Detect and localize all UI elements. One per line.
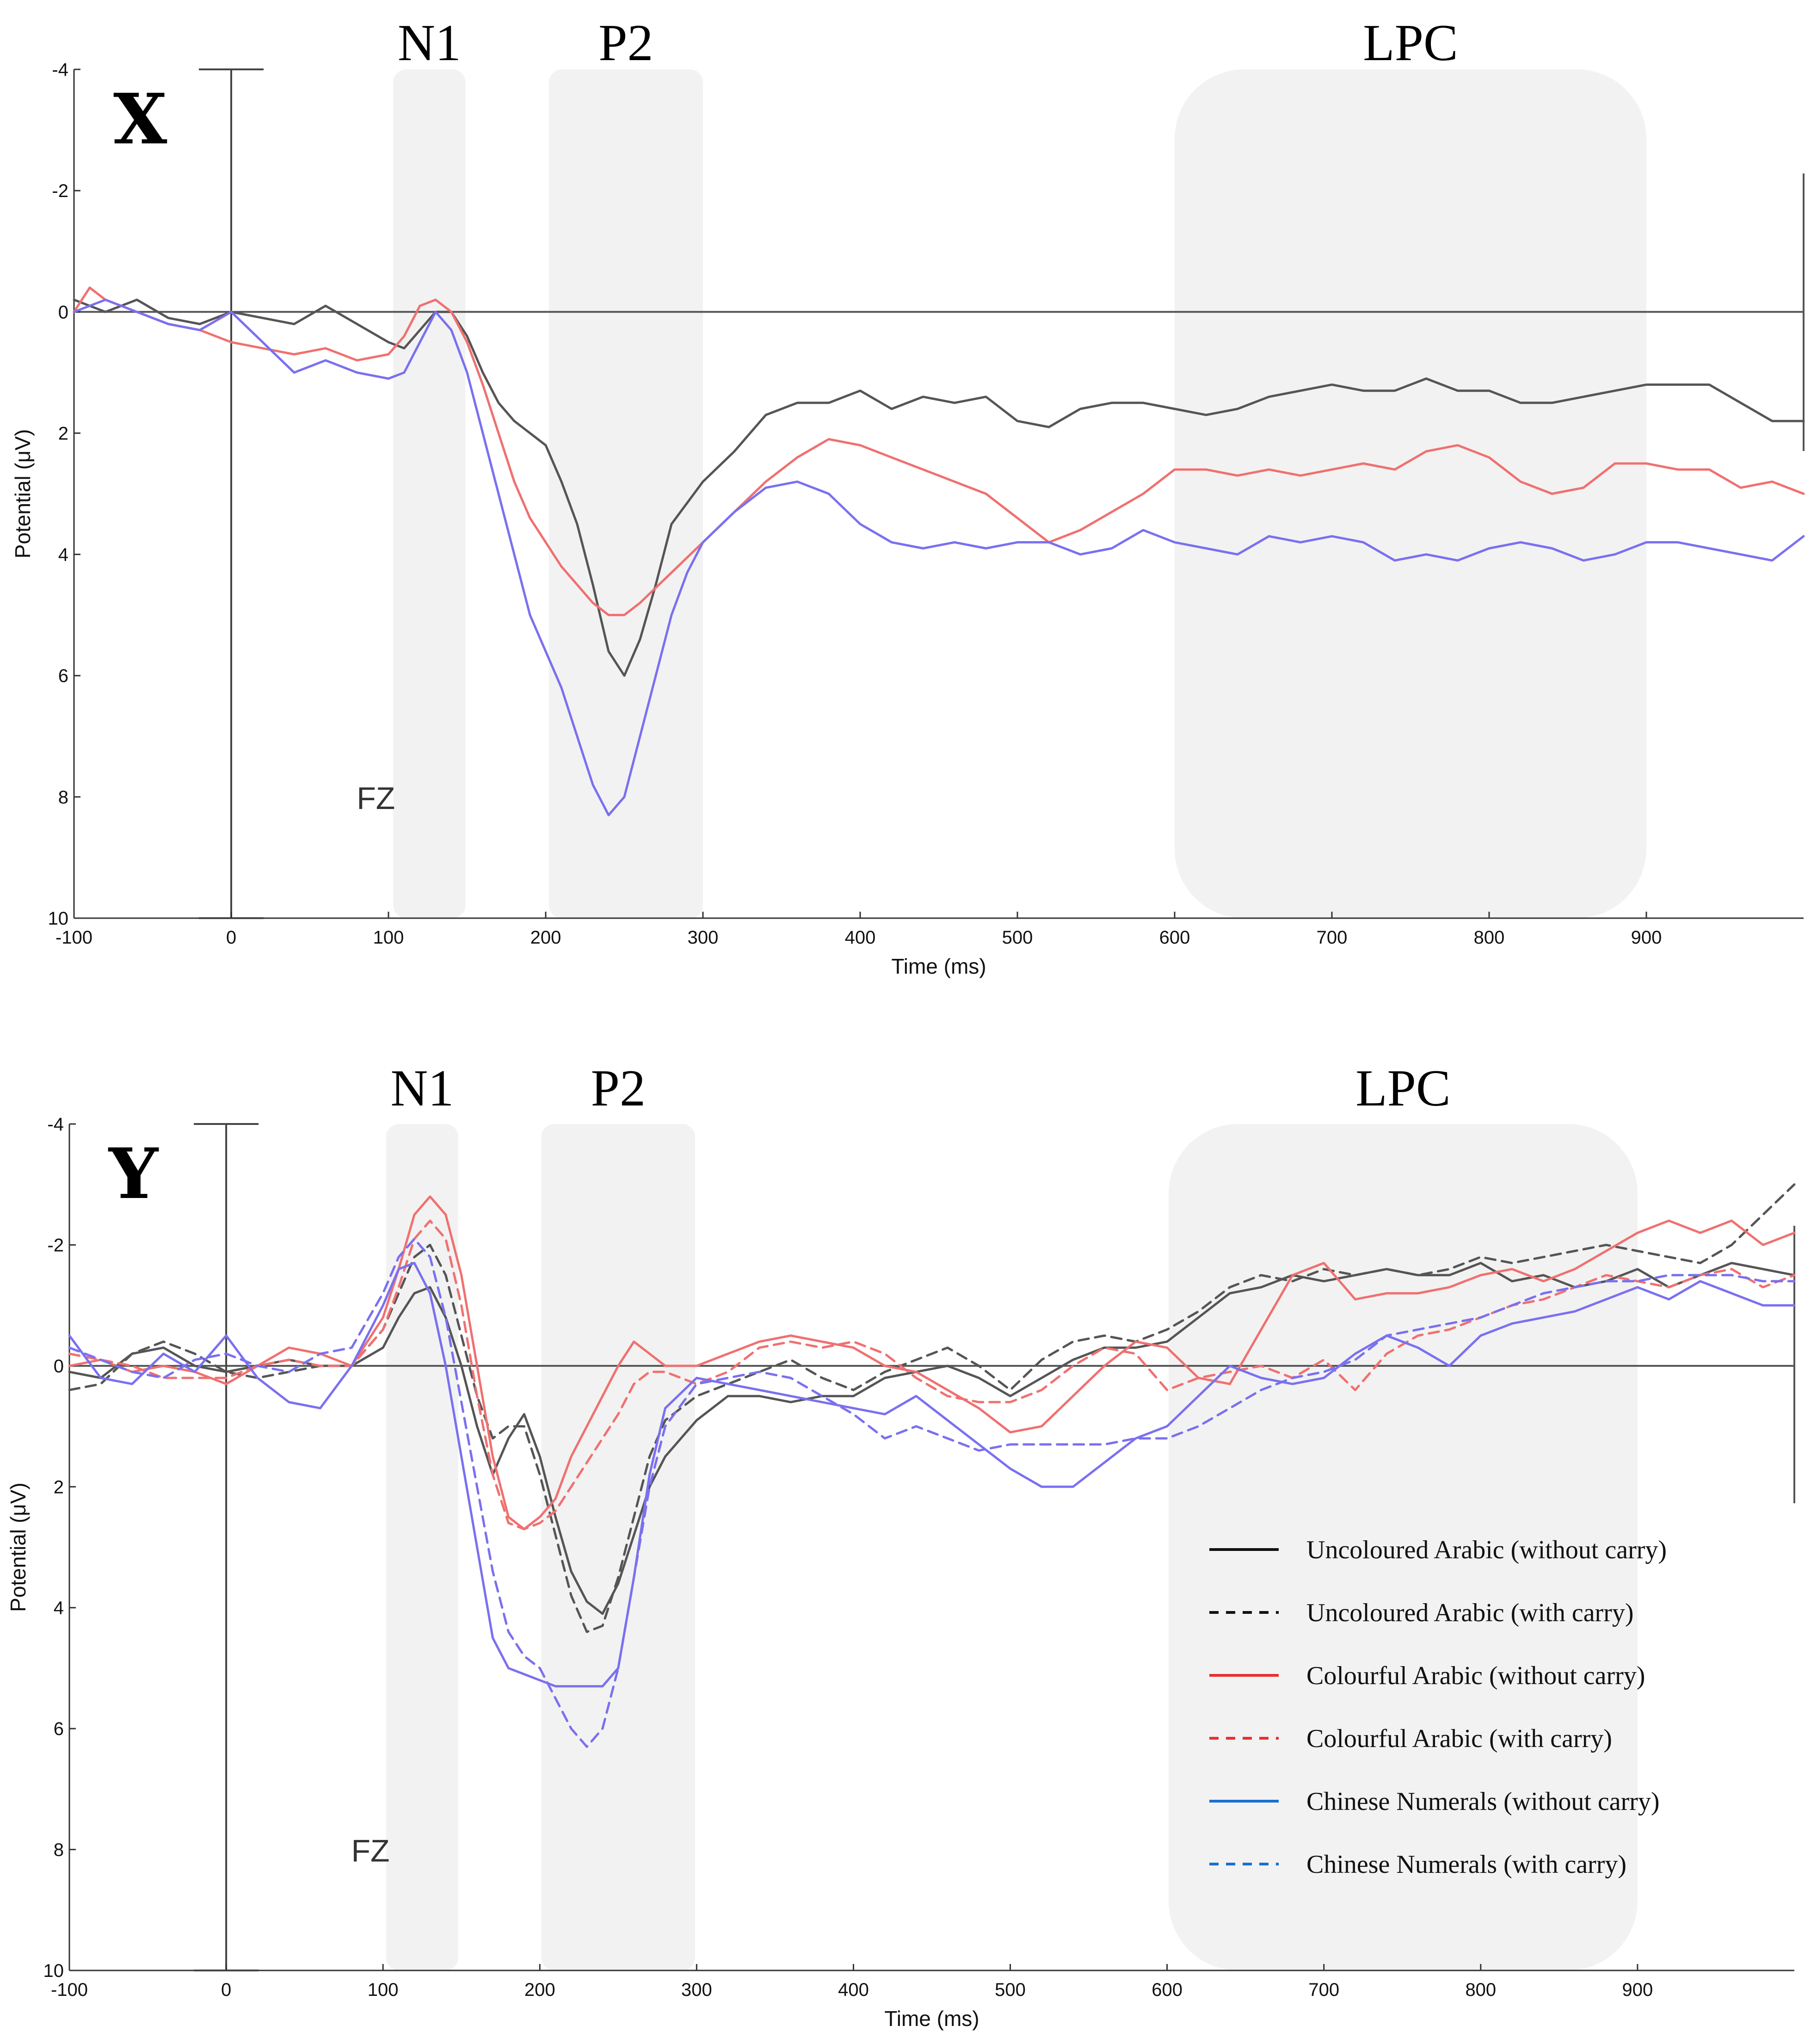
y-axis-title: Potential (μV) [11, 429, 35, 559]
region-label-lpc: LPC [1363, 14, 1458, 72]
series-line-0 [68, 1262, 1796, 1615]
x-tick-label: 700 [1317, 927, 1348, 948]
erp-chart-y: N1 P2 LPC-100 0 100 200 300 400 500 600 700 800 900-… [6, 1060, 1796, 2031]
region-lpc [1175, 69, 1646, 918]
x-tick-label: 500 [1002, 927, 1033, 948]
x-tick-label: 600 [1159, 927, 1190, 948]
y-tick-label: -2 [52, 181, 68, 201]
region-label-n1: N1 [391, 1060, 454, 1117]
x-axis-title: Time (ms) [891, 954, 986, 978]
x-tick-label: 900 [1631, 927, 1662, 948]
x-tick-label: -100 [55, 927, 92, 948]
legend-label-0: Uncoloured Arabic (without carry) [1306, 1536, 1667, 1564]
y-tick-label: 0 [58, 302, 68, 322]
panel-label: X [113, 79, 167, 160]
y-tick-label: 8 [54, 1840, 64, 1860]
x-tick-label: 300 [688, 927, 719, 948]
x-axis-title: Time (ms) [884, 2007, 979, 2031]
y-tick-label: 2 [58, 423, 68, 444]
y-tick-label: -4 [47, 1114, 64, 1135]
x-tick-label: 0 [221, 1980, 231, 2000]
series-line-0 [73, 298, 1805, 677]
y-tick-label: 0 [54, 1356, 64, 1377]
legend: Uncoloured Arabic (without carry) Uncolou… [1209, 1536, 1667, 1879]
x-tick-label: 300 [681, 1980, 712, 2000]
legend-label-3: Colourful Arabic (with carry) [1306, 1724, 1612, 1753]
y-tick-label: 8 [58, 787, 68, 808]
x-tick-label: 0 [226, 927, 236, 948]
x-tick-label: 900 [1622, 1980, 1653, 2000]
x-tick-label: 800 [1474, 927, 1505, 948]
y-tick-label: -2 [47, 1235, 64, 1255]
panel-label: Y [108, 1133, 159, 1215]
x-tick-label: 400 [845, 927, 876, 948]
y-tick-label: 10 [48, 908, 69, 929]
series-line-5 [68, 1237, 1796, 1748]
region-label-lpc: LPC [1355, 1060, 1450, 1117]
x-tick-label: 400 [838, 1980, 869, 2000]
erp-chart-x: N1 P2 LPC-100 0 100 200 300 400 500 600 700 800 900-… [11, 14, 1805, 978]
x-tick-label: 500 [995, 1980, 1026, 2000]
x-tick-label: 100 [368, 1980, 399, 2000]
series-line-2 [68, 1195, 1796, 1531]
region-label-p2: P2 [591, 1060, 646, 1117]
series-line-2 [73, 298, 1805, 816]
region-label-p2: P2 [598, 14, 653, 72]
y-tick-label: -4 [52, 60, 68, 80]
x-tick-label: -100 [51, 1980, 88, 2000]
y-tick-label: 4 [58, 545, 68, 565]
x-tick-label: 100 [373, 927, 404, 948]
region-label-n1: N1 [398, 14, 461, 72]
y-tick-label: 6 [58, 666, 68, 686]
x-tick-label: 200 [524, 1980, 555, 2000]
legend-label-4: Chinese Numerals (without carry) [1306, 1787, 1660, 1816]
series-line-4 [68, 1262, 1796, 1688]
x-tick-label: 200 [530, 927, 561, 948]
region-p2 [541, 1124, 695, 1970]
electrode-label: FZ [357, 781, 395, 816]
legend-label-5: Chinese Numerals (with carry) [1306, 1850, 1626, 1879]
x-tick-label: 800 [1465, 1980, 1496, 2000]
y-tick-label: 10 [43, 1961, 64, 1981]
region-lpc [1169, 1124, 1638, 1970]
legend-label-2: Colourful Arabic (without carry) [1306, 1661, 1645, 1690]
x-tick-label: 700 [1308, 1980, 1339, 2000]
y-tick-label: 4 [54, 1598, 64, 1618]
region-n1 [393, 69, 466, 918]
legend-label-1: Uncoloured Arabic (with carry) [1306, 1599, 1634, 1627]
y-tick-label: 6 [54, 1719, 64, 1739]
x-tick-label: 600 [1152, 1980, 1183, 2000]
electrode-label: FZ [351, 1834, 390, 1869]
y-tick-label: 2 [54, 1477, 64, 1497]
y-axis-title: Potential (μV) [6, 1482, 30, 1612]
series-line-1 [68, 1183, 1796, 1633]
series-line-3 [68, 1219, 1796, 1531]
series-line-1 [73, 286, 1805, 617]
region-p2 [548, 69, 703, 918]
